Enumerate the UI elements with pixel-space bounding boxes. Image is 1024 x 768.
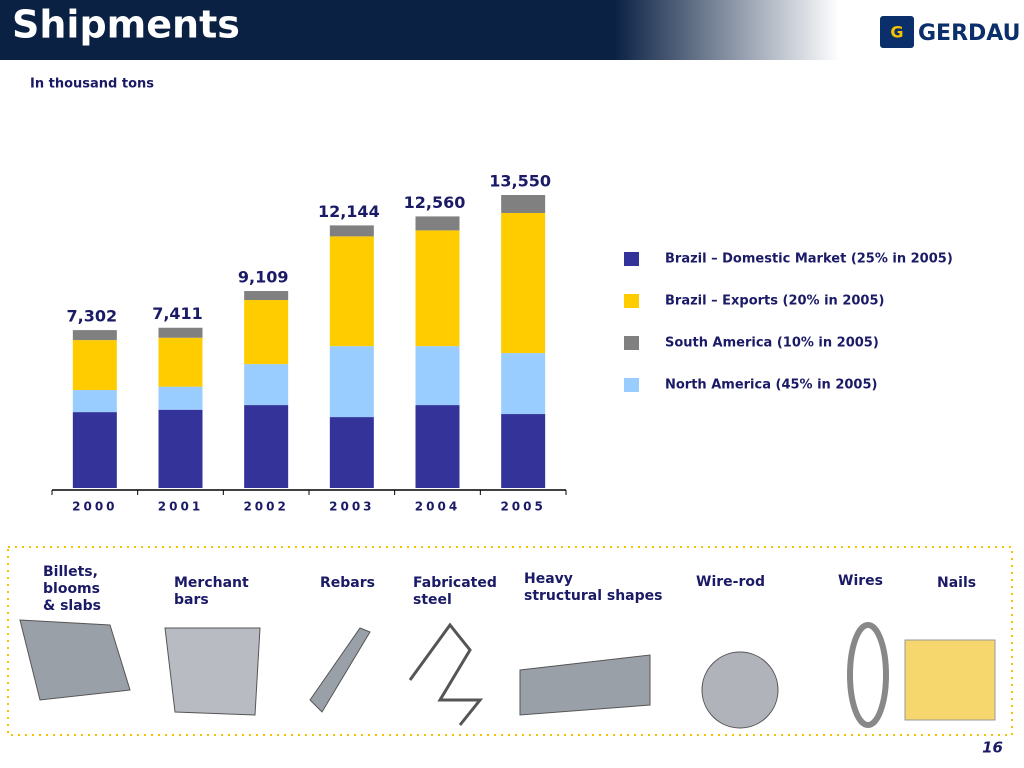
page-number: 16: [982, 739, 1003, 757]
bar-segment: [72, 390, 117, 413]
wirerod-image: [701, 651, 779, 729]
x-tick-label: 2001: [158, 500, 203, 514]
product-label: Rebars: [320, 575, 375, 591]
bar-segment: [244, 405, 289, 488]
x-tick-label: 2005: [500, 500, 545, 514]
fabricated-image: [408, 622, 484, 726]
legend-swatch: [624, 378, 639, 392]
product-label: Wire-rod: [696, 574, 765, 590]
bar-segment: [329, 417, 374, 488]
bar-segment: [501, 353, 546, 415]
bar-segment: [415, 216, 460, 231]
x-tick-label: 2000: [72, 500, 117, 514]
rebars-image: [309, 627, 371, 713]
bar-segment: [329, 346, 374, 418]
billets-image: [19, 619, 131, 701]
shapes-image: [519, 654, 651, 716]
header-banner: [0, 0, 1024, 60]
bar-segment: [415, 405, 460, 488]
x-tick-label: 2004: [415, 500, 460, 514]
bar-segment: [158, 386, 203, 410]
bar-segment: [244, 291, 289, 301]
x-tick-label: 2002: [243, 500, 288, 514]
bar-segment: [329, 236, 374, 347]
subtitle: In thousand tons: [30, 77, 154, 92]
product-label: Wires: [838, 573, 883, 589]
total-label: 7,302: [67, 307, 118, 326]
total-label: 7,411: [152, 304, 203, 323]
bar-segment: [329, 225, 374, 237]
bar-segment: [415, 346, 460, 406]
product-frame: [7, 546, 1013, 736]
total-label: 12,144: [318, 202, 380, 221]
legend-label: Brazil – Exports (20% in 2005): [665, 294, 884, 309]
total-label: 13,550: [489, 172, 551, 191]
bars-image: [164, 627, 261, 716]
bar-segment: [244, 300, 289, 365]
bar-segment: [158, 327, 203, 338]
product-label: Billets, blooms & slabs: [43, 564, 102, 614]
bar-segment: [415, 230, 460, 347]
legend-swatch: [624, 252, 639, 266]
bar-segment: [501, 212, 546, 354]
product-label: Nails: [937, 575, 977, 591]
legend-label: Brazil – Domestic Market (25% in 2005): [665, 252, 953, 267]
bar-segment: [72, 412, 117, 488]
product-label: Fabricated steel: [413, 575, 497, 608]
logo-text: GERDAU: [918, 21, 1021, 46]
legend-label: North America (45% in 2005): [665, 378, 877, 393]
bar-segment: [158, 337, 203, 387]
bar-segment: [158, 409, 203, 488]
bar-segment: [72, 340, 117, 391]
product-label: Heavy structural shapes: [524, 571, 663, 604]
x-tick-label: 2003: [329, 500, 374, 514]
logo-glyph: G: [890, 23, 903, 42]
logo-mark: [880, 16, 914, 48]
product-images: [19, 619, 996, 729]
total-label: 12,560: [404, 193, 466, 212]
product-label: Merchant bars: [174, 575, 249, 608]
bar-segment: [244, 364, 289, 406]
bar-segment: [501, 414, 546, 488]
legend-label: South America (10% in 2005): [665, 336, 879, 351]
total-label: 9,109: [238, 268, 289, 287]
bar-segment: [72, 330, 117, 341]
bar-segment: [501, 195, 546, 213]
wires-image: [847, 622, 889, 728]
slide-title: Shipments: [12, 3, 240, 47]
legend-swatch: [624, 294, 639, 308]
legend-swatch: [624, 336, 639, 350]
nails-image: [904, 639, 996, 721]
